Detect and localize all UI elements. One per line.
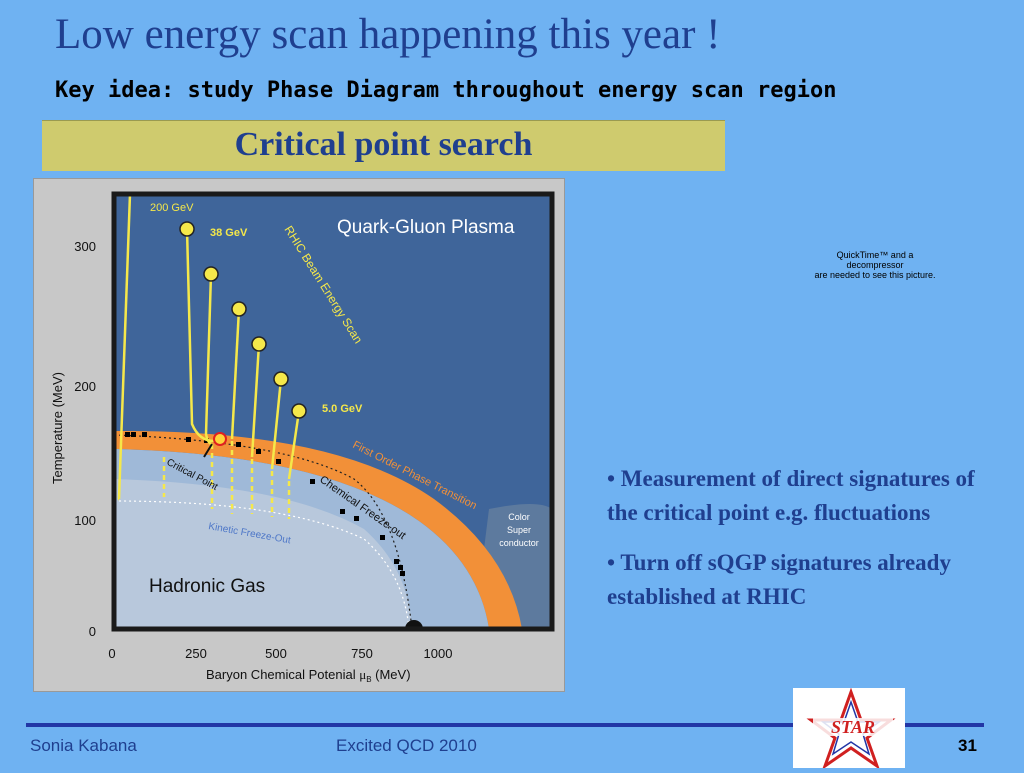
slide-title: Low energy scan happening this year ! [55, 11, 721, 58]
x-axis-label-suffix: (MeV) [372, 667, 411, 682]
x-axis-label-sub: B [366, 675, 371, 684]
plot-frame [111, 191, 555, 632]
beam-energy-trajectories [117, 194, 301, 500]
x-tick-750: 750 [351, 646, 373, 661]
phase-diagram-svg: Quark-Gluon Plasma Hadronic Gas Color Su… [50, 191, 555, 684]
banner-text: Critical point search [234, 126, 533, 163]
bullet-item-1: • Measurement of direct signatures of th… [607, 466, 975, 525]
footer-author: Sonia Kabana [30, 736, 137, 755]
quicktime-line-3: are needed to see this picture. [814, 270, 936, 280]
y-tick-0: 0 [89, 624, 96, 639]
y-tick-200: 200 [74, 379, 96, 394]
x-tick-500: 500 [265, 646, 287, 661]
bullet-item-2: • Turn off sQGP signatures already estab… [607, 550, 951, 609]
hadronic-gas-label: Hadronic Gas [149, 576, 265, 597]
logo-text: STAR [831, 717, 875, 737]
critical-point-arrow [203, 443, 213, 458]
quicktime-placeholder: QuickTime™ and a decompressor are needed… [795, 250, 955, 280]
footer-divider [26, 723, 984, 727]
chemical-freezeout-curve [114, 434, 413, 629]
bullet-list: • Measurement of direct signatures of th… [607, 462, 1007, 630]
x-tick-250: 250 [185, 646, 207, 661]
critical-point-marker [213, 432, 227, 446]
beam-energy-trajectories-dashed [118, 441, 291, 519]
kinetic-region [114, 479, 412, 629]
footer-page-number: 31 [958, 736, 977, 755]
x-axis-label: Baryon Chemical Potenial μB (MeV) [206, 667, 411, 684]
freezeout-data-points [125, 432, 405, 576]
x-axis-label-mu: μ [359, 667, 366, 682]
y-tick-100: 100 [74, 513, 96, 528]
quicktime-line-2: decompressor [846, 260, 904, 270]
star-logo-icon: STAR [806, 687, 896, 770]
collision-starbursts [179, 221, 307, 419]
x-tick-1000: 1000 [424, 646, 453, 661]
star-logo: STAR [793, 687, 905, 770]
first-order-transition-band [114, 430, 522, 629]
y-axis-label: Temperature (MeV) [50, 372, 65, 484]
csc-label-3: conductor [499, 538, 539, 548]
qgp-label: Quark-Gluon Plasma [337, 217, 515, 238]
x-tick-0: 0 [108, 646, 115, 661]
energy-200-label: 200 GeV [150, 202, 194, 214]
footer-event: Excited QCD 2010 [336, 736, 477, 755]
kinetic-freezeout-curve [114, 500, 410, 629]
y-tick-300: 300 [74, 239, 96, 254]
slide-subtitle: Key idea: study Phase Diagram throughout… [55, 78, 837, 103]
section-banner: Critical point search [42, 120, 725, 171]
csc-label-1: Color [508, 512, 530, 522]
x-axis-label-prefix: Baryon Chemical Potenial [206, 667, 359, 682]
phase-diagram-figure: Quark-Gluon Plasma Hadronic Gas Color Su… [33, 178, 565, 692]
energy-5-label: 5.0 GeV [322, 403, 363, 415]
quicktime-line-1: QuickTime™ and a [836, 250, 914, 260]
csc-label-2: Super [507, 525, 531, 535]
energy-38-label: 38 GeV [210, 227, 248, 239]
